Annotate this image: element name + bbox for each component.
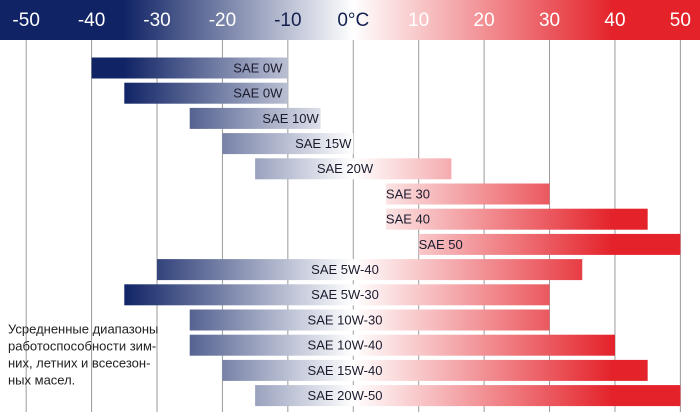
x-tick-label: 0°C <box>337 10 369 31</box>
bar-label: SAE 15W-40 <box>308 363 383 378</box>
bar-label: SAE 20W-50 <box>308 388 383 403</box>
bar-label: SAE 10W-40 <box>308 338 383 353</box>
range-bar <box>189 309 550 331</box>
x-tick-label: -10 <box>274 10 301 31</box>
bar-label: SAE 5W-40 <box>311 262 379 277</box>
x-tick-label: 30 <box>539 10 560 31</box>
bar-label: SAE 15W <box>295 136 352 151</box>
range-bar <box>385 208 648 230</box>
x-tick-label: -50 <box>12 10 39 31</box>
bar-label: SAE 5W-30 <box>311 287 379 302</box>
range-bar <box>91 57 288 79</box>
x-tick-label: 50 <box>670 10 691 31</box>
range-bar <box>124 284 550 306</box>
range-bar <box>255 158 452 180</box>
x-tick-label: 10 <box>408 10 429 31</box>
range-bar <box>189 334 615 356</box>
bars: SAE 0W SAE 0W SAE 10W SAE 15W SAE 20W SAE 30 S… <box>91 57 681 407</box>
range-bar <box>222 133 354 155</box>
bar-label: SAE 40 <box>386 212 430 227</box>
x-tick-label: -40 <box>78 10 105 31</box>
x-tick-label: 20 <box>474 10 495 31</box>
x-tick-label: -30 <box>143 10 170 31</box>
annotation-line: них, летних и всесезон- <box>8 355 150 370</box>
range-bar <box>189 107 321 129</box>
temperature-scale <box>0 0 700 40</box>
range-bar <box>222 359 648 381</box>
range-bar <box>124 82 288 104</box>
bar-label: SAE 10W <box>262 111 319 126</box>
annotation-line: работоспособности зим- <box>8 338 156 353</box>
ticks: -50 -40 -30 -20 -10 0°C 10 20 30 40 50 <box>12 10 691 31</box>
bar-label: SAE 30 <box>386 186 430 201</box>
range-bar <box>418 233 681 255</box>
x-tick-label: 40 <box>604 10 625 31</box>
x-tick-label: -20 <box>209 10 236 31</box>
bar-label: SAE 10W-30 <box>308 312 383 327</box>
bar-label: SAE 20W <box>317 161 374 176</box>
annotation: Усредненные диапазоны работоспособности з… <box>8 321 158 387</box>
annotation-line: ных масел. <box>8 372 75 387</box>
bar-label: SAE 0W <box>233 86 283 101</box>
range-bar <box>255 385 681 407</box>
range-bar <box>157 259 583 281</box>
bar-label: SAE 0W <box>233 60 283 75</box>
bar-label: SAE 50 <box>419 237 463 252</box>
range-bar <box>385 183 550 205</box>
annotation-line: Усредненные диапазоны <box>8 321 158 336</box>
